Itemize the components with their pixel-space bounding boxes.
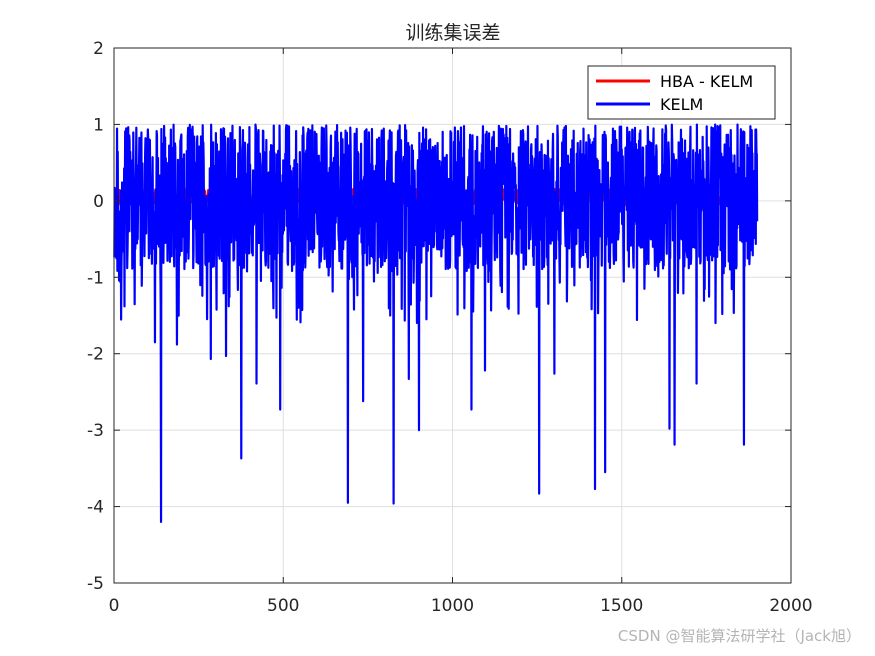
y-tick-label: -2 [87, 345, 104, 365]
legend-label: HBA - KELM [660, 72, 753, 91]
x-tick-label: 0 [109, 596, 120, 616]
chart-title: 训练集误差 [405, 22, 500, 44]
y-tick-label: -1 [87, 268, 104, 288]
ticks: 0 500 1000 1500 2000 -5 -4 -3 -2 -1 0 1 2 [87, 39, 813, 616]
x-tick-label: 1500 [600, 596, 643, 616]
series-line-kelm [113, 123, 759, 523]
legend: HBA - KELM KELM [587, 65, 776, 120]
y-tick-label: -3 [87, 421, 104, 441]
x-tick-label: 500 [267, 596, 299, 616]
series-layer [113, 123, 759, 523]
y-tick-label: -5 [87, 574, 104, 594]
legend-box [587, 65, 776, 120]
x-tick-label: 1000 [431, 596, 474, 616]
legend-label: KELM [660, 95, 703, 114]
y-tick-label: 2 [93, 39, 104, 59]
watermark: CSDN @智能算法研学社（Jack旭） [617, 627, 861, 645]
y-tick-label: 0 [93, 192, 104, 212]
y-tick-label: -4 [87, 498, 104, 518]
y-tick-label: 1 [93, 115, 104, 135]
x-tick-label: 2000 [769, 596, 812, 616]
